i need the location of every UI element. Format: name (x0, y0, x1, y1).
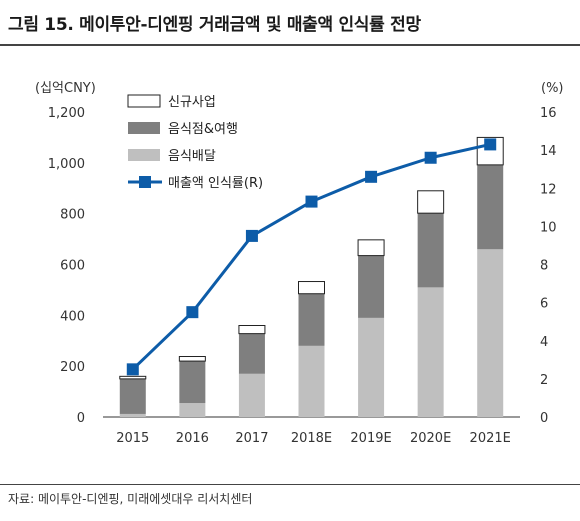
y-right-tick-label: 4 (540, 335, 548, 350)
bar-segment (119, 413, 146, 417)
bar-segment (477, 249, 504, 417)
x-tick-label: 2018E (291, 431, 332, 446)
recognition-rate-point (245, 229, 258, 242)
source-note: 자료: 메이투안-디엔핑, 미래에셋대우 리서치센터 (8, 492, 253, 506)
legend-label: 음식점&여행 (168, 121, 238, 137)
y-left-tick-label: 200 (60, 360, 85, 375)
y-right-tick-label: 8 (540, 259, 548, 274)
bars-layer (119, 136, 504, 417)
recognition-rate-point (484, 138, 497, 151)
y-left-unit-label: (십억CNY) (35, 81, 96, 96)
recognition-rate-point (126, 363, 139, 376)
y-left-tick-label: 1,000 (48, 157, 85, 172)
recognition-rate-point (305, 195, 318, 208)
y-right-tick-label: 6 (540, 297, 548, 312)
x-tick-label: 2015 (116, 431, 149, 446)
title-block: 그림 15. 메이투안-디엔핑 거래금액 및 매출액 인식률 전망 (0, 0, 580, 50)
legend-swatch (128, 149, 160, 161)
bar-segment (417, 287, 444, 417)
bar-segment (417, 213, 444, 288)
legend-swatch (128, 122, 160, 134)
bar-segment (179, 403, 206, 417)
x-tick-label: 2017 (235, 431, 268, 446)
page-title: 그림 15. 메이투안-디엔핑 거래금액 및 매출액 인식률 전망 (8, 15, 421, 35)
y-right-tick-label: 14 (540, 144, 557, 159)
y-right-tick-label: 2 (540, 373, 548, 388)
x-tick-label: 2016 (176, 431, 209, 446)
bar-segment (178, 356, 206, 362)
legend-swatch (127, 94, 161, 108)
y-left-tick-label: 800 (60, 208, 85, 223)
y-left-tick-label: 600 (60, 259, 85, 274)
y-right-tick-label: 16 (540, 106, 557, 121)
bar-segment (119, 375, 147, 380)
x-tick-label: 2019E (350, 431, 391, 446)
legend-label: 매출액 인식률(R) (168, 176, 263, 191)
bar-segment (358, 255, 385, 318)
y-left-tick-label: 1,200 (48, 106, 85, 121)
y-right-tick-label: 0 (540, 411, 548, 426)
y-right-tick-label: 12 (540, 182, 557, 197)
bar-segment (357, 239, 385, 257)
y-left-tick-label: 400 (60, 309, 85, 324)
bar-segment (358, 317, 385, 417)
bar-segment (298, 345, 325, 417)
recognition-rate-point (186, 306, 199, 319)
recognition-rate-point (365, 170, 378, 183)
recognition-rate-point (424, 151, 437, 164)
revenue-recognition-chart: (십억CNY) (%) 0 200 400 600 800 1,000 1,200 0 2 4 6 8 10… (35, 81, 564, 446)
legend-label: 신규사업 (168, 95, 216, 110)
bar-segment (477, 164, 504, 250)
legend-label: 음식배달 (168, 149, 216, 164)
bar-segment (238, 373, 265, 417)
x-tick-label: 2020E (410, 431, 451, 446)
bar-segment (238, 333, 265, 374)
bar-segment (119, 378, 146, 414)
y-left-tick-label: 0 (77, 411, 85, 426)
bar-segment (298, 293, 325, 346)
bar-segment (238, 325, 266, 335)
bar-segment (179, 361, 206, 404)
x-tick-label: 2021E (470, 431, 511, 446)
line-layer (126, 138, 497, 376)
legend-line-marker (139, 176, 151, 188)
y-right-unit-label: (%) (541, 81, 564, 96)
bar-segment (298, 281, 325, 295)
source-divider (0, 484, 580, 485)
bar-segment (417, 190, 445, 214)
y-right-tick-label: 10 (540, 220, 557, 235)
title-divider (0, 44, 580, 46)
